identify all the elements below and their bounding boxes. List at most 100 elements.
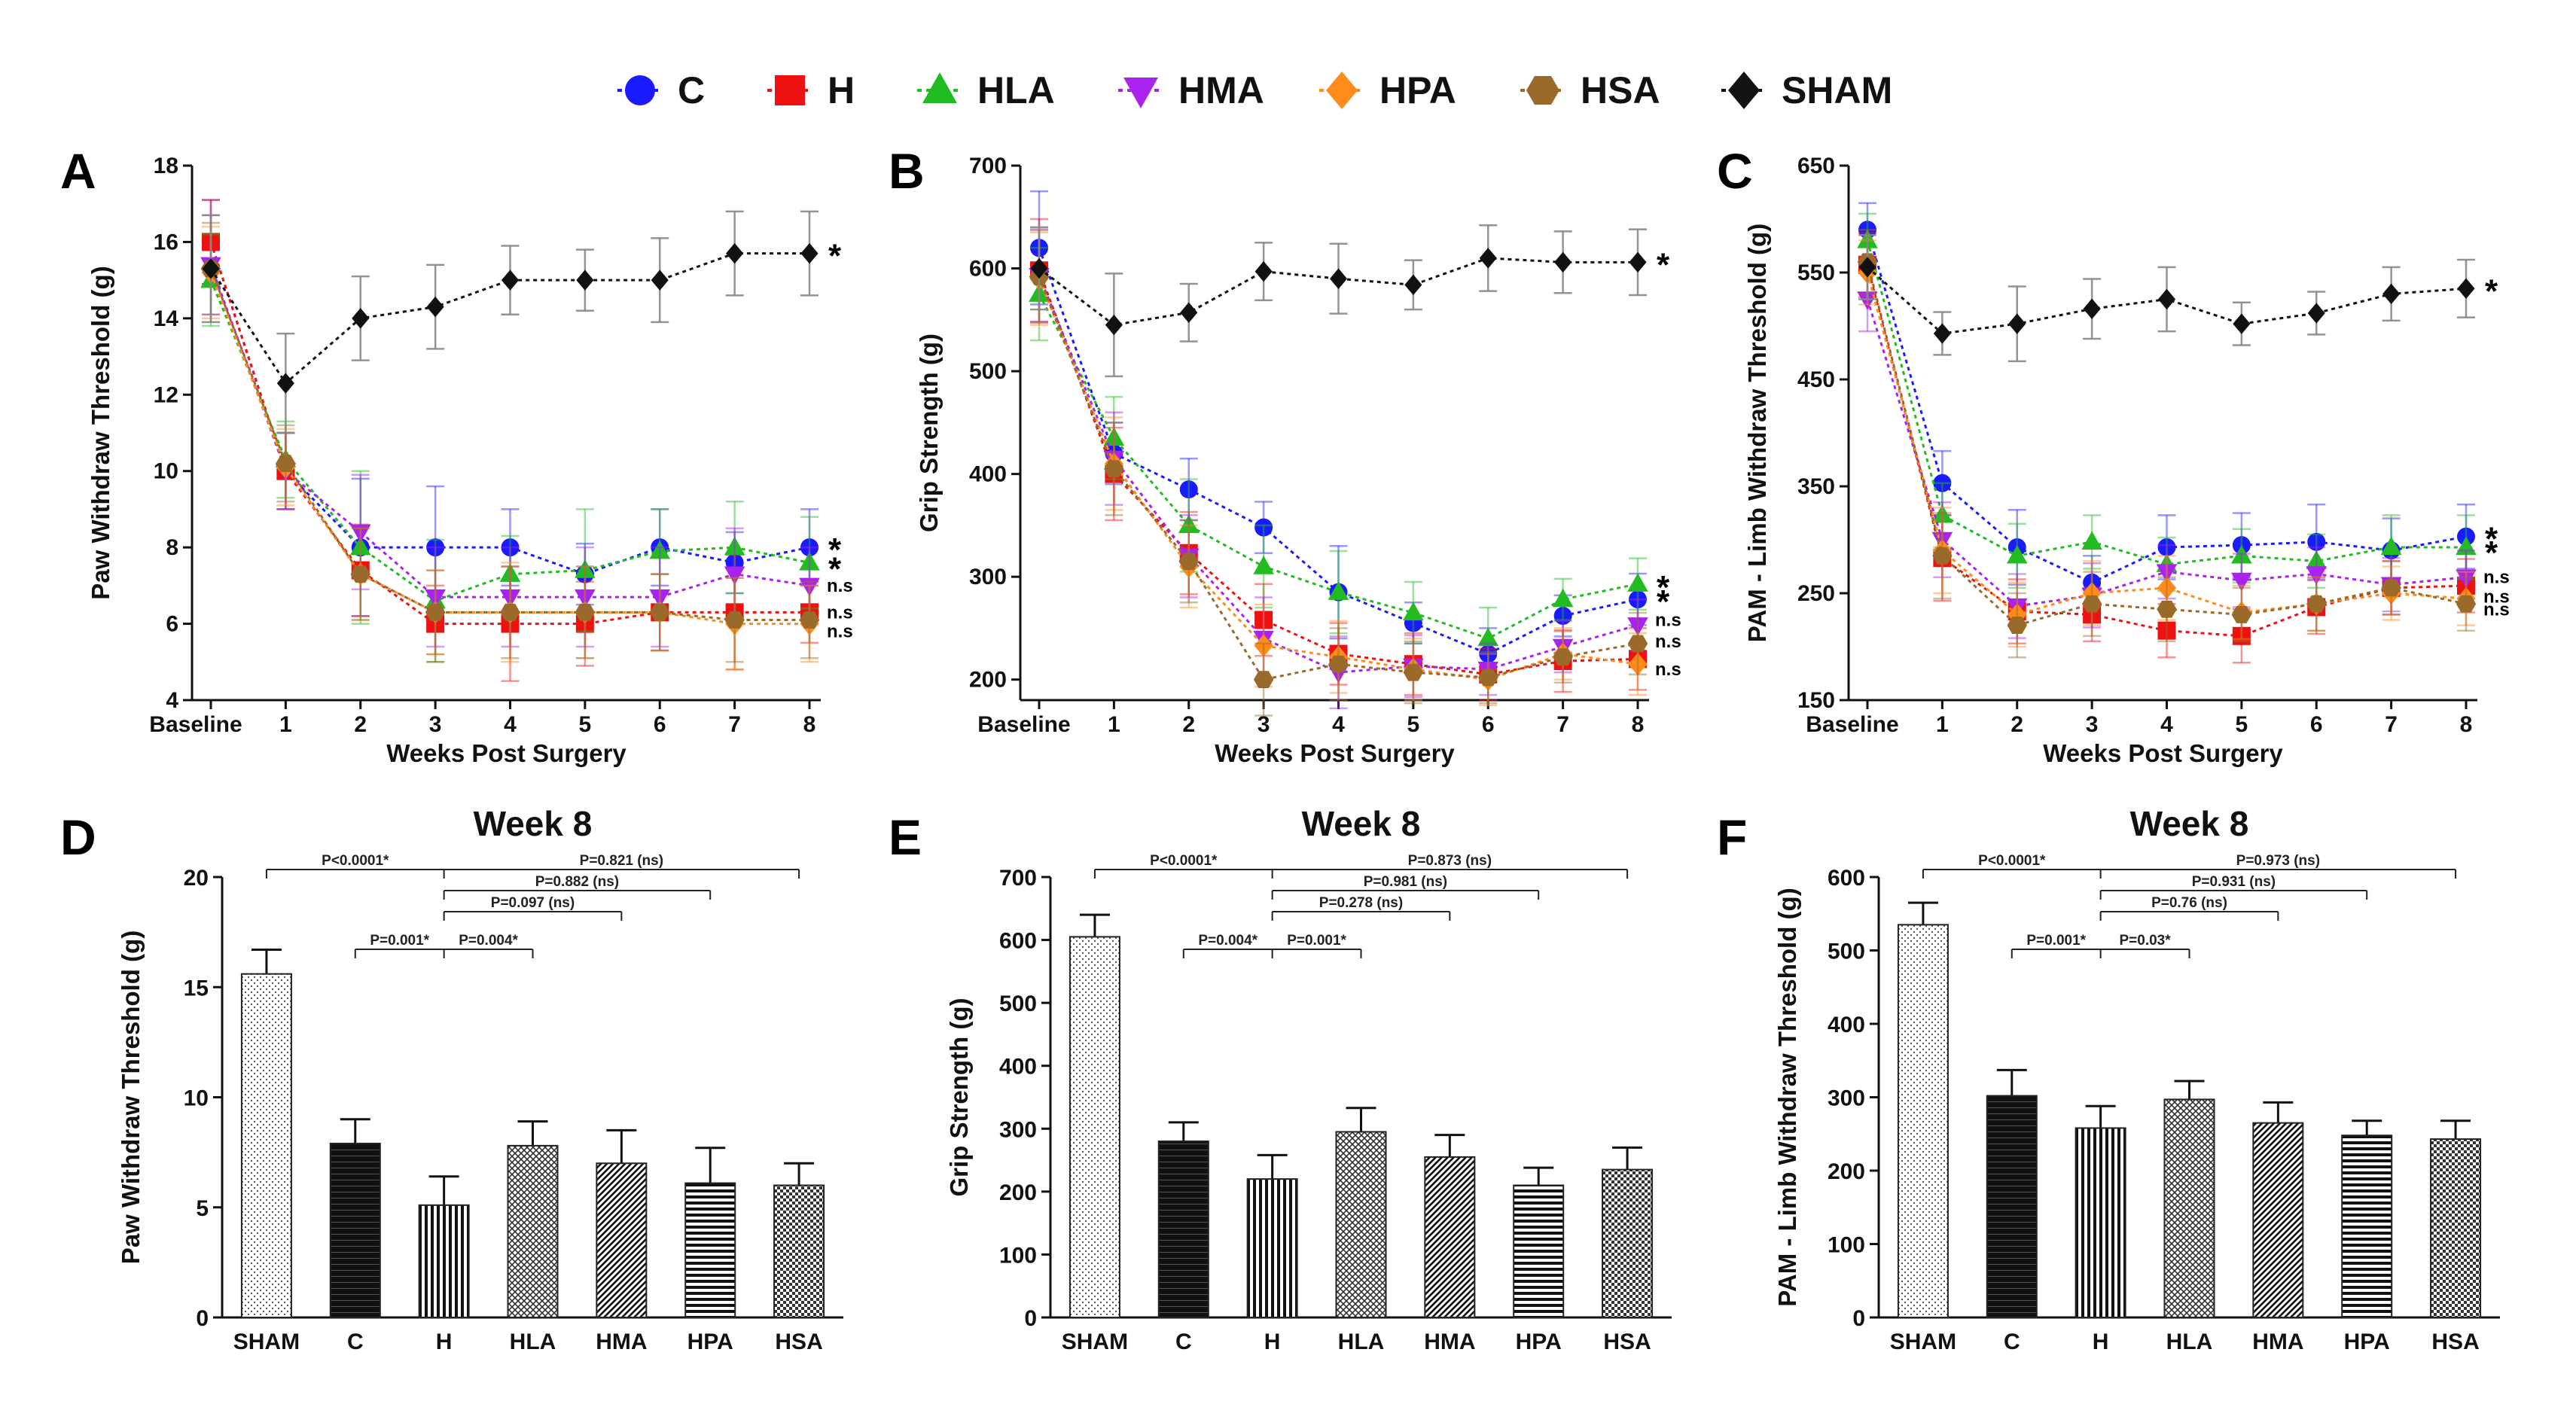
y-tick-label: 0 [1024, 1306, 1037, 1331]
y-tick-label: 4 [166, 688, 178, 713]
bar-hsa [2430, 1138, 2482, 1319]
bar-c [1157, 1141, 1209, 1318]
y-tick-label: 15 [184, 976, 209, 1000]
panel-letter-c: C [1717, 143, 1753, 199]
bar-group-hpa [1513, 1166, 1565, 1318]
chart-title-d: Week 8 [474, 804, 593, 843]
data-point-sham [501, 270, 520, 291]
x-tick-label: 1 [1936, 712, 1949, 737]
ns-label: n.s [1655, 659, 1681, 680]
x-tick-label: 4 [2160, 712, 2173, 737]
chart-title-e: Week 8 [1302, 804, 1421, 843]
y-tick-label: 600 [999, 929, 1037, 954]
chart-panel-b-grip-strength: B 200 300 400 500 600 700 Baseline 1 2 3 4 5 6 7 8 Weeks… [889, 143, 1681, 767]
data-point-hma [1627, 617, 1648, 636]
comparison-bracket: P<0.0001* P=0.821 (ns) [265, 853, 800, 879]
x-tick-label: HPA [2344, 1329, 2390, 1354]
data-point-hsa [799, 611, 820, 629]
legend-label-h: H [828, 69, 855, 111]
data-point-hpa [2157, 576, 2177, 599]
data-point-hsa [1627, 635, 1648, 653]
y-tick-label: 500 [999, 991, 1037, 1016]
panel-letter-d: D [60, 809, 96, 865]
data-point-hla [1552, 588, 1574, 608]
x-tick-label: 8 [1632, 712, 1645, 737]
x-tick-label: 2 [1182, 712, 1195, 737]
data-point-hla [724, 536, 745, 556]
data-point-hla [799, 552, 820, 571]
comparison-bracket: P<0.0001* P=0.973 (ns) [1922, 853, 2457, 879]
y-tick-label: 18 [154, 154, 178, 178]
comparison-label: P=0.001* [370, 933, 429, 949]
data-point-hla [2081, 531, 2102, 550]
y-tick-label: 10 [154, 459, 178, 484]
bar-hsa [773, 1184, 825, 1318]
legend-item-h: H [767, 69, 855, 111]
y-tick-label: 450 [1797, 367, 1835, 392]
comparison-label: P=0.004* [459, 933, 518, 949]
x-tick-label: HPA [1516, 1329, 1562, 1354]
data-point-hsa [500, 603, 520, 621]
comparison-label: P=0.981 (ns) [1364, 874, 1447, 890]
data-point-hma [349, 524, 371, 544]
significance-marker: * [2485, 521, 2498, 558]
x-tick-label: Baseline [149, 712, 242, 737]
data-point-sham [202, 258, 220, 279]
comparison-label: P=0.097 (ns) [491, 895, 575, 911]
x-tick-label: HMA [2252, 1329, 2303, 1354]
bar-hsa [1602, 1168, 1654, 1318]
data-point-sham [2233, 313, 2251, 334]
data-point-hla [1103, 427, 1125, 446]
data-point-sham [651, 270, 669, 291]
y-tick-label: 700 [999, 866, 1037, 891]
bar-group-h [2075, 1104, 2126, 1319]
legend-marker-hma [1123, 78, 1158, 108]
data-point-sham [1404, 274, 1422, 296]
data-point-sham [1933, 323, 1951, 344]
x-tick-label: C [347, 1329, 364, 1354]
panel-letter-f: F [1717, 809, 1747, 865]
legend-label-hla: HLA [977, 69, 1055, 111]
bar-group-hsa [1602, 1146, 1654, 1318]
data-point-hla [2231, 544, 2252, 564]
data-point-sham [1479, 248, 1497, 269]
y-tick-label: 250 [1797, 581, 1835, 606]
data-point-hsa [2007, 617, 2027, 635]
bar-hma [2252, 1122, 2304, 1318]
comparison-label: P=0.821 (ns) [580, 853, 663, 869]
data-point-hsa [2381, 579, 2401, 597]
data-point-hma [724, 566, 745, 586]
comparison-bracket: P=0.097 (ns) [443, 895, 623, 921]
x-tick-label: 8 [803, 712, 816, 737]
legend-marker-c [625, 75, 655, 105]
comparison-label: P=0.882 (ns) [535, 874, 619, 890]
y-tick-label: 20 [184, 866, 209, 891]
y-tick-label: 16 [154, 230, 178, 254]
data-point-sham [2382, 283, 2401, 305]
y-tick-label: 200 [969, 668, 1007, 693]
y-tick-label: 300 [999, 1117, 1037, 1142]
y-tick-label: 650 [1797, 154, 1835, 178]
data-point-c [1933, 474, 1952, 492]
y-tick-label: 200 [999, 1180, 1037, 1205]
y-tick-label: 400 [969, 462, 1007, 487]
data-point-hsa [1253, 671, 1274, 689]
x-tick-label: HSA [2431, 1329, 2479, 1354]
bar-group-hma [596, 1128, 648, 1318]
bar-h [1246, 1178, 1298, 1318]
bar-group-hsa [773, 1162, 825, 1318]
bar-hpa [1513, 1184, 1565, 1318]
bar-group-sham [240, 949, 292, 1318]
comparison-label: P<0.0001* [1978, 853, 2046, 869]
x-tick-label: 3 [1258, 712, 1270, 737]
legend-label-hpa: HPA [1379, 69, 1456, 111]
data-point-hla [1178, 514, 1200, 534]
data-point-sham [1180, 302, 1198, 323]
data-point-hla [349, 536, 371, 556]
series-line-sham [1038, 257, 1638, 327]
comparison-label: P=0.76 (ns) [2151, 895, 2227, 911]
x-tick-label: H [1264, 1329, 1281, 1354]
data-point-sham [1858, 257, 1876, 278]
bar-group-c [1986, 1068, 2038, 1318]
data-point-hla [2380, 536, 2402, 556]
